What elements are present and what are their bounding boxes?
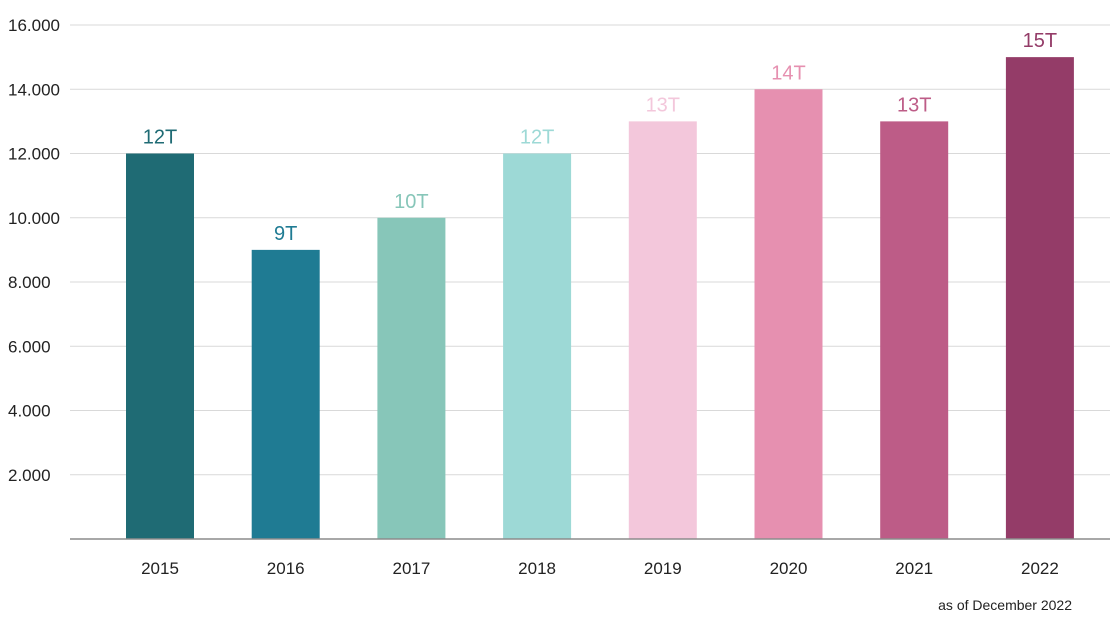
y-tick-label: 10.000 bbox=[8, 209, 60, 228]
data-label-2015: 12T bbox=[143, 127, 177, 149]
y-tick-label: 2.000 bbox=[8, 466, 51, 485]
data-labels: 12T 9T 10T 12T 13T 14T 13T 15T bbox=[143, 30, 1057, 245]
bar-2021 bbox=[880, 121, 949, 539]
bar-2022 bbox=[1005, 57, 1074, 539]
x-tick-label-2018: 2018 bbox=[518, 559, 556, 578]
y-tick-label: 4.000 bbox=[8, 402, 51, 421]
x-tick-label-2017: 2017 bbox=[392, 559, 430, 578]
x-tick-label-2015: 2015 bbox=[141, 559, 179, 578]
y-tick-label: 6.000 bbox=[8, 337, 51, 356]
y-tick-label: 12.000 bbox=[8, 145, 60, 164]
x-tick-label-2020: 2020 bbox=[770, 559, 808, 578]
data-label-2018: 12T bbox=[520, 127, 554, 149]
x-tick-label-2019: 2019 bbox=[644, 559, 682, 578]
bars bbox=[126, 57, 1074, 539]
bar-2019 bbox=[628, 121, 697, 539]
y-tick-label: 14.000 bbox=[8, 80, 60, 99]
x-tick-label-2016: 2016 bbox=[267, 559, 305, 578]
x-tick-label-2021: 2021 bbox=[895, 559, 933, 578]
bar-2015 bbox=[126, 153, 194, 539]
data-label-2020: 14T bbox=[771, 62, 805, 84]
x-tick-label-2022: 2022 bbox=[1021, 559, 1059, 578]
data-label-2016: 9T bbox=[274, 223, 297, 245]
bar-2016 bbox=[251, 249, 320, 539]
data-label-2021: 13T bbox=[897, 94, 931, 116]
footnote: as of December 2022 bbox=[938, 597, 1072, 613]
gridlines bbox=[70, 24, 1110, 476]
data-label-2022: 15T bbox=[1023, 30, 1057, 52]
y-axis-tick-labels: 2.000 4.000 6.000 8.000 10.000 12.000 14.000 16… bbox=[8, 16, 60, 485]
y-tick-label: 16.000 bbox=[8, 16, 60, 35]
data-label-2017: 10T bbox=[394, 191, 428, 213]
y-tick-label: 8.000 bbox=[8, 273, 51, 292]
bar-2018 bbox=[503, 153, 572, 539]
bar-2017 bbox=[377, 217, 446, 539]
data-label-2019: 13T bbox=[646, 94, 680, 116]
x-axis-tick-labels: 2015 2016 2017 2018 2019 2020 2021 2022 bbox=[141, 559, 1059, 578]
bar-2020 bbox=[754, 89, 823, 539]
